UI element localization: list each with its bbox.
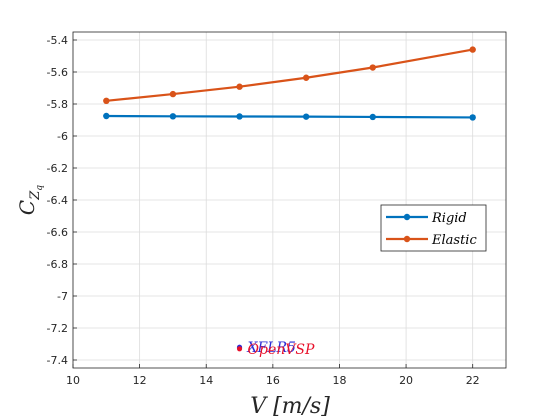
point-elastic xyxy=(469,46,476,53)
point-elastic xyxy=(103,97,110,105)
y-tick-label: -5.8 xyxy=(47,98,68,111)
legend-label-elastic: Elastic xyxy=(431,233,477,248)
y-tick-label: -7.2 xyxy=(47,322,68,335)
point-rigid xyxy=(103,112,110,120)
y-tick-label: -7 xyxy=(57,290,68,303)
legend-box xyxy=(380,204,487,252)
y-label-subsub: q xyxy=(35,185,45,191)
x-tick-label: 22 xyxy=(466,374,480,387)
x-tick-label: 18 xyxy=(332,374,346,387)
point-elastic xyxy=(169,90,177,98)
y-tick-label: -5.4 xyxy=(47,34,68,47)
y-tick-label: -7.4 xyxy=(47,354,68,367)
y-axis-label: CZq xyxy=(15,185,45,215)
point-rigid xyxy=(169,113,177,120)
y-tick-label: -6.2 xyxy=(47,162,68,175)
x-axis-label: V [m/s] xyxy=(250,394,330,419)
x-tick-label: 14 xyxy=(199,374,213,387)
point-elastic xyxy=(302,74,310,81)
point-rigid xyxy=(469,114,476,121)
x-tick-label: 12 xyxy=(133,374,147,387)
annotation-label: OpenVSP xyxy=(248,342,315,358)
point-rigid xyxy=(369,113,376,121)
annotation-label: XFLR5 xyxy=(247,340,297,356)
y-tick-labels: -5.4 -5.6 -5.8 -6 -6.2 -6.4 -6.6 -6.8 -7 -7.2 -7.4 xyxy=(47,34,68,367)
y-tick-label: -6 xyxy=(57,130,68,143)
series-layer xyxy=(103,46,476,121)
y-tick-label: -6.6 xyxy=(47,226,68,239)
legend-label-rigid: Rigid xyxy=(431,211,467,226)
y-label-main: C xyxy=(15,200,39,215)
legend-marker-rigid xyxy=(403,213,411,221)
series-line-elastic xyxy=(106,48,473,102)
x-tick-label: 10 xyxy=(66,374,80,387)
legend-items: Rigid Elastic xyxy=(386,211,477,248)
y-label-sub: Z xyxy=(28,190,43,201)
grid xyxy=(72,32,506,368)
series-line-rigid xyxy=(106,114,473,119)
plot-frame xyxy=(72,31,507,369)
legend: Rigid Elastic xyxy=(380,204,487,252)
point-rigid xyxy=(236,113,243,120)
x-tick-label: 16 xyxy=(266,374,280,387)
legend-marker-elastic xyxy=(403,235,411,243)
point-rigid xyxy=(302,113,310,120)
y-tick-label: -6.8 xyxy=(47,258,68,271)
annotation-point xyxy=(236,346,243,352)
point-elastic xyxy=(236,83,243,90)
x-tick-label: 20 xyxy=(399,374,413,387)
x-tick-labels: 10 12 14 16 18 20 22 xyxy=(66,374,480,387)
y-tick-label: -6.4 xyxy=(47,194,68,207)
y-tick-label: -5.6 xyxy=(47,66,68,79)
point-elastic xyxy=(369,64,376,71)
